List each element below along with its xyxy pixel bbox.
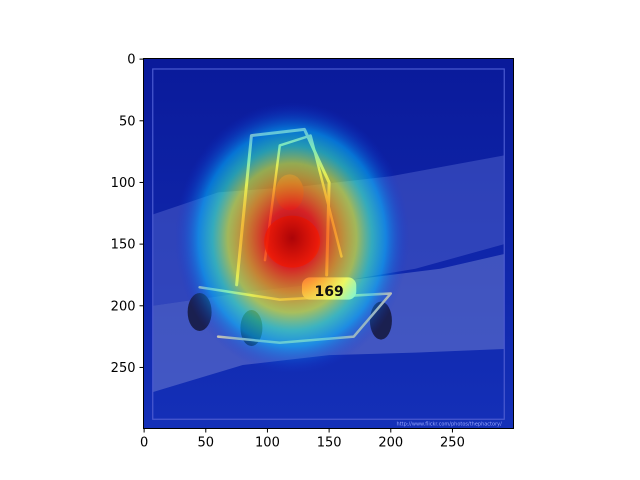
- x-tick-label: 100: [255, 436, 280, 451]
- axes: 0 50 100 150 200 250 0 50 100 150 200 250: [111, 53, 514, 451]
- y-tick-label: 250: [111, 361, 136, 376]
- heatmap-image: 169 http://www.flickr.com/photos/thephac…: [143, 58, 514, 429]
- photo-border: [152, 68, 505, 420]
- x-tick-label: 150: [317, 436, 342, 451]
- x-tick-label: 200: [378, 436, 403, 451]
- y-tick-label: 150: [111, 238, 136, 253]
- y-tick-label: 200: [111, 299, 136, 314]
- x-tick-label: 250: [440, 436, 465, 451]
- plot-frame: [143, 58, 514, 429]
- y-tick-label: 0: [127, 53, 135, 68]
- heat-overlay: [174, 102, 410, 374]
- x-tick-label: 50: [198, 436, 215, 451]
- y-tick-label: 100: [111, 176, 136, 191]
- y-tick-label: 50: [119, 114, 136, 129]
- watermark-text: http://www.flickr.com/photos/thephactory…: [397, 421, 503, 427]
- kart-number: 169: [314, 284, 343, 300]
- x-tick-label: 0: [140, 436, 148, 451]
